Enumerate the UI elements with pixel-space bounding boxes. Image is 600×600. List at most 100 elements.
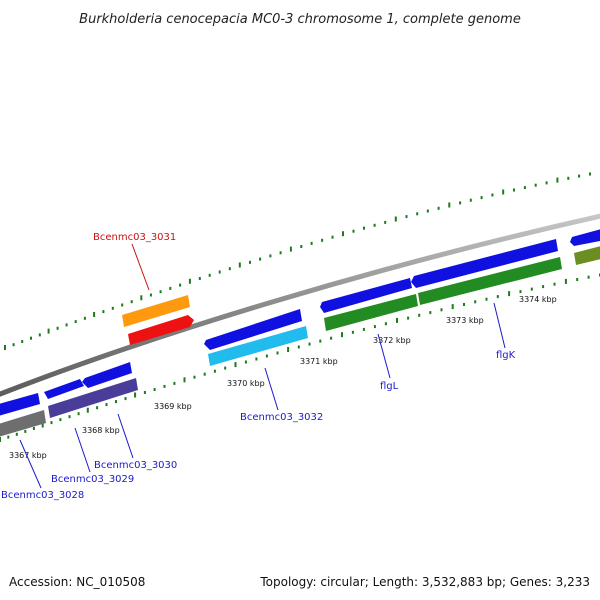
tick-mark [265,354,268,358]
inner-tick-ring [0,273,600,442]
tick-mark [564,278,567,284]
gene-label-bcenmc03-3029[interactable]: Bcenmc03_3029 [51,474,134,485]
tick-mark [556,177,559,183]
tick-mark [255,357,258,361]
tick-mark [30,336,32,340]
tick-mark [451,304,454,310]
tick-mark [0,437,1,442]
tick-mark [405,215,408,219]
tick-mark [300,245,303,248]
gene-flgl-bottom[interactable] [324,294,418,331]
tick-mark [276,351,279,355]
tick-mark [183,377,186,383]
tick-mark [4,345,6,350]
tick-mark [289,246,292,252]
tick-mark [485,297,488,301]
tick-label: 3370 kbp [227,379,265,388]
gene-next-top[interactable] [570,228,600,246]
topology-text: Topology: circular; Length: 3,532,883 bp… [259,575,590,589]
tick-mark [373,223,376,227]
tick-mark [362,327,365,331]
gene-bcenmc03-3029-top[interactable] [44,379,84,399]
tick-mark [523,186,526,190]
tick-mark [159,290,162,294]
tick-mark [384,220,387,224]
gene-flgl-top[interactable] [320,278,412,313]
tick-mark [121,303,124,307]
gene-label-bcenmc03-3032[interactable]: Bcenmc03_3032 [240,412,323,423]
gene-flgk-bottom[interactable] [418,257,562,305]
tick-mark [530,287,533,291]
gene-label-flgl[interactable]: flgL [380,381,399,392]
tick-mark [77,412,80,416]
tick-mark [140,295,143,301]
gene-label-bcenmc03-3031[interactable]: Bcenmc03_3031 [93,232,176,243]
tick-label: 3374 kbp [519,295,557,304]
gene-bcenmc03-3031-bottom[interactable] [128,315,194,345]
tick-mark [496,295,499,299]
tick-mark [576,278,579,281]
gene-label-bcenmc03-3028[interactable]: Bcenmc03_3028 [1,490,84,501]
map-title: Burkholderia cenocepacia MC0-3 chromosom… [79,12,521,27]
tick-label: 3368 kbp [82,426,120,435]
tick-mark [169,286,172,290]
tick-mark [351,330,354,334]
gene-bcenmc03-3029-bottom[interactable] [48,378,138,418]
tick-mark [545,181,548,185]
tick-mark [407,316,410,320]
tick-mark [589,172,591,176]
tick-label: 3373 kbp [446,316,484,325]
chromosome-backbone [0,213,600,397]
tick-mark [341,332,343,338]
tick-mark [105,403,108,407]
gene-bcenmc03-3032-top[interactable] [204,309,302,350]
gene-label-flgk[interactable]: flgK [496,350,516,361]
tick-mark [469,198,472,202]
tick-mark [463,303,465,306]
tick-mark [143,391,146,394]
tick-mark [130,300,133,304]
tick-mark [74,320,77,324]
tick-mark [93,312,96,317]
tick-mark [83,316,86,320]
tick-mark [65,323,68,327]
tick-mark [480,196,483,200]
tick-mark [542,285,545,289]
tick-mark [416,212,419,216]
tick-mark [198,277,201,280]
tick-mark [238,262,241,268]
tick-mark [115,400,117,404]
tick-mark [213,369,216,373]
tick-mark [534,183,537,187]
tick-mark [124,397,127,401]
gene-bcenmc03-3028-top[interactable] [0,393,40,417]
tick-mark [193,375,196,379]
tick-mark [474,300,477,304]
gene-flgk-top[interactable] [411,239,558,288]
tick-mark [259,257,262,261]
tick-mark [218,270,221,274]
gene-label-bcenmc03-3030[interactable]: Bcenmc03_3030 [94,460,177,471]
gene-bcenmc03-3031-top[interactable] [122,295,190,327]
tick-mark [321,238,324,242]
tick-mark [208,273,211,277]
gene-bcenmc03-3032-bottom[interactable] [208,326,308,366]
tick-mark [68,415,71,419]
tick-mark [21,340,24,343]
gene-next-bottom[interactable] [574,245,600,265]
tick-mark [373,325,376,329]
tick-mark [440,308,443,312]
tick-label: 3371 kbp [300,357,338,366]
scale-ticks: 3367 kbp 3368 kbp 3369 kbp 3370 kbp 3371… [9,295,557,460]
gene-labels: Bcenmc03_3031 Bcenmc03_3028 Bcenmc03_302… [1,232,516,501]
tick-mark [149,293,152,297]
tick-mark [56,326,59,330]
gene-bcenmc03-3030-top[interactable] [82,362,132,388]
tick-mark [418,313,421,317]
tick-mark [279,251,282,255]
tick-mark [102,310,105,314]
tick-mark [330,336,333,340]
tick-mark [363,226,365,230]
tick-mark [491,193,494,197]
gene-bcenmc03-3028-bottom[interactable] [0,410,46,438]
